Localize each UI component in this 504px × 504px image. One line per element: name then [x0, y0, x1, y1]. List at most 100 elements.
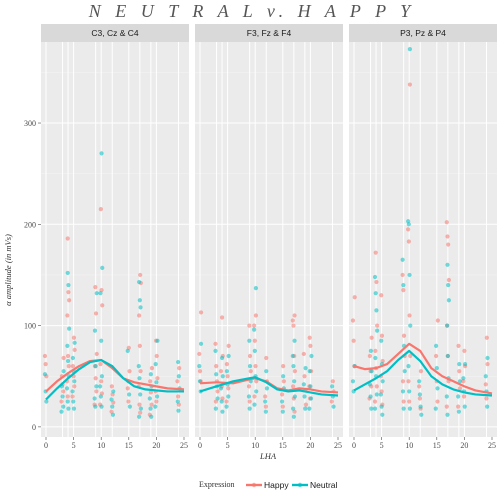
point-happy [456, 404, 461, 409]
panel-3: P3, Pz & P4 0 5 10 15 20 25 [349, 24, 497, 450]
point-neutral [175, 399, 180, 404]
x-tick-label: 10 [405, 441, 413, 450]
point-happy [379, 293, 384, 298]
point-neutral [292, 394, 297, 399]
y-axis-title: α amplitude (in mVs) [3, 234, 13, 306]
smooth-line-neutral [353, 349, 493, 397]
point-neutral [307, 406, 312, 411]
point-neutral [136, 364, 141, 369]
point-neutral [302, 394, 307, 399]
x-tick-label: 0 [352, 441, 356, 450]
point-neutral [71, 406, 77, 411]
point-happy [483, 382, 488, 387]
point-neutral [290, 353, 295, 359]
point-neutral [137, 298, 142, 303]
point-neutral [301, 382, 306, 387]
point-happy [457, 386, 463, 391]
point-neutral [44, 399, 49, 404]
point-neutral [380, 412, 385, 417]
point-neutral [224, 369, 229, 374]
x-tick-label: 25 [180, 441, 188, 450]
legend-happy-label: Happy [264, 480, 289, 490]
point-neutral [379, 404, 384, 409]
smooth-line-happy [353, 342, 493, 395]
point-happy [247, 399, 252, 404]
point-neutral [253, 286, 258, 291]
x-tick-label: 25 [488, 441, 496, 450]
point-happy [61, 389, 66, 394]
point-happy [247, 323, 252, 328]
point-neutral [197, 364, 202, 369]
point-neutral [67, 326, 72, 331]
point-neutral [408, 323, 413, 328]
point-neutral [246, 394, 252, 399]
point-happy [290, 318, 295, 323]
x-axis-title: LHA [259, 451, 277, 461]
point-happy [149, 402, 154, 407]
point-neutral [373, 355, 378, 361]
point-neutral [292, 338, 297, 343]
point-neutral [214, 372, 219, 377]
panel-1: C3, Cz & C4 0 5 10 15 20 25 [41, 24, 189, 450]
point-happy [137, 402, 142, 407]
point-happy [292, 369, 297, 374]
point-neutral [220, 409, 225, 414]
point-happy [252, 338, 257, 343]
point-neutral [226, 394, 231, 399]
point-neutral [99, 374, 104, 379]
point-neutral [307, 369, 312, 374]
point-happy [352, 295, 357, 300]
point-happy [61, 355, 66, 361]
point-neutral [153, 361, 158, 367]
point-happy [71, 335, 77, 340]
point-neutral [66, 282, 71, 288]
point-neutral [368, 348, 374, 354]
point-happy [252, 394, 257, 399]
point-neutral [42, 372, 48, 377]
point-neutral [98, 394, 103, 399]
point-happy [351, 338, 356, 343]
point-neutral [418, 404, 423, 409]
point-neutral [445, 262, 450, 267]
point-happy [246, 384, 252, 389]
point-neutral [407, 46, 412, 52]
point-neutral [446, 282, 451, 288]
point-happy [138, 272, 143, 278]
point-neutral [291, 364, 296, 369]
point-happy [197, 351, 202, 357]
point-happy [248, 369, 253, 374]
x-tick-label: 5 [72, 441, 76, 450]
x-tick-label: 25 [334, 441, 342, 450]
point-neutral [406, 222, 411, 227]
point-happy [379, 333, 385, 338]
panel-background [195, 42, 343, 437]
point-happy [302, 374, 307, 379]
x-tick-label: 15 [433, 441, 441, 450]
point-neutral [94, 384, 99, 389]
point-neutral [417, 392, 422, 397]
point-neutral [264, 386, 270, 391]
point-happy [374, 279, 379, 285]
point-happy [400, 379, 406, 384]
point-happy [406, 239, 411, 244]
point-neutral [99, 151, 104, 156]
point-neutral [457, 361, 462, 367]
point-neutral [483, 374, 488, 379]
point-happy [308, 343, 313, 348]
point-neutral [456, 394, 461, 399]
point-happy [98, 207, 103, 212]
point-happy [280, 404, 285, 409]
point-neutral [400, 257, 405, 262]
point-happy [307, 335, 312, 340]
point-neutral [379, 338, 384, 343]
point-neutral [368, 394, 373, 399]
point-neutral [445, 353, 450, 359]
point-happy [408, 353, 413, 359]
legend: Expression Happy Neutral [199, 480, 338, 490]
point-neutral [99, 404, 104, 409]
point-neutral [138, 305, 143, 310]
point-happy [372, 399, 378, 404]
point-happy [329, 399, 334, 404]
point-neutral [65, 343, 70, 348]
